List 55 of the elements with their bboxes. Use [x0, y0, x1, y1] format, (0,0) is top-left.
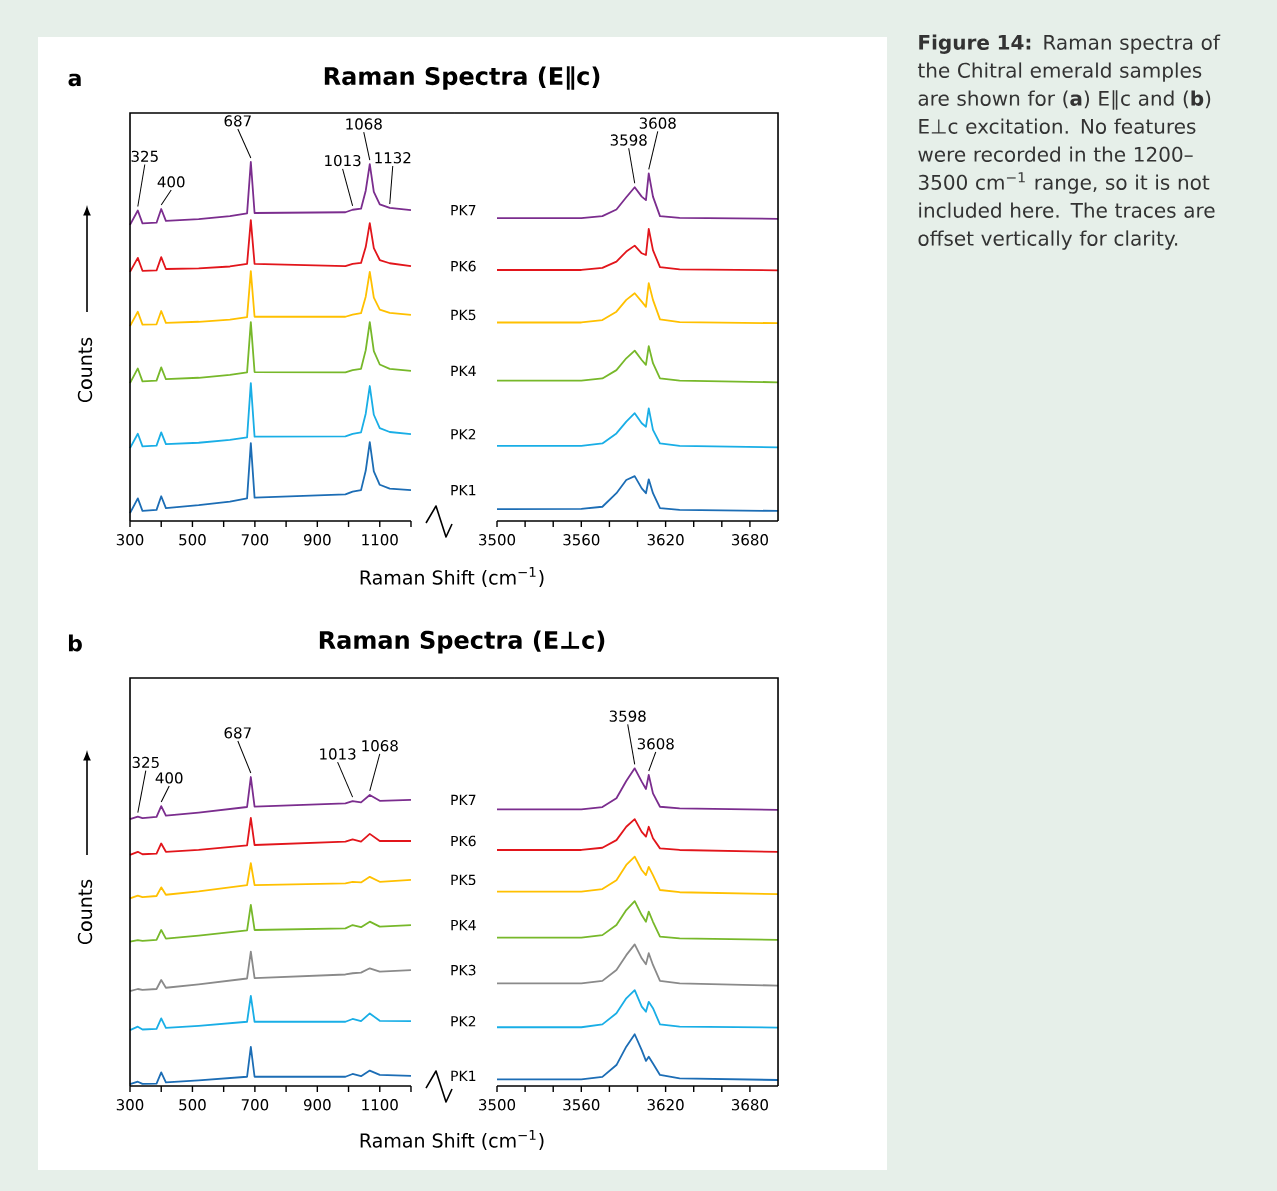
text: a [68, 73, 81, 87]
text: PK1 [451, 485, 476, 496]
x-tick-label: 1100 [362, 534, 398, 546]
text: PK5 [451, 874, 476, 886]
x-tick-label: 1100 [362, 1099, 398, 1111]
x-tick-label: 300 [116, 534, 144, 546]
y-axis-title: Counts [77, 337, 93, 403]
annotation: 687 [224, 727, 251, 739]
annotation: 400 [155, 772, 183, 784]
text: b [68, 634, 82, 652]
annotation: 1068 [362, 740, 398, 752]
annotation: 325 [132, 756, 159, 769]
annotation: 400 [157, 176, 185, 188]
text: PK6 [451, 835, 476, 847]
annotation: 3598 [609, 710, 646, 722]
annotation: 3608 [637, 738, 674, 750]
text: PK3 [451, 964, 476, 976]
x-tick-label: 900 [303, 1099, 331, 1111]
text: PK6 [451, 260, 476, 272]
text: Figure 14: Raman spectra of the Chitral emerald samples are shown for (a) E∥c and (b) E⊥c excitation. No features were recorded in the 1200–3500 cm$^{−1}$ range, so it is not included here. The traces are offset vertically for clarity. [917, 34, 1221, 250]
x-tick-label: 3620 [647, 534, 684, 546]
text: PK7 [451, 794, 476, 805]
x-tick-label: 300 [116, 1099, 144, 1111]
text: PK2 [451, 1015, 476, 1027]
x-tick-label: 500 [179, 1099, 206, 1111]
text: PK4 [451, 365, 476, 377]
annotation: 3608 [639, 117, 676, 129]
annotation: 3598 [610, 134, 647, 146]
annotation: 1068 [346, 118, 382, 130]
text: PK7 [451, 205, 476, 216]
text: Raman Spectra (E∥c) [324, 66, 600, 90]
y-axis-title: Counts [77, 879, 93, 945]
x-tick-label: 700 [241, 534, 269, 546]
x-tick-label: 3620 [647, 1099, 684, 1111]
x-tick-label: 500 [179, 534, 206, 546]
text: PK5 [451, 309, 476, 321]
x-tick-label: 3680 [731, 1099, 768, 1111]
text: PK2 [451, 428, 476, 440]
annotation: 325 [131, 150, 158, 162]
x-tick-label: 3560 [563, 1099, 600, 1111]
x-tick-label: 900 [303, 534, 331, 546]
x-tick-label: 700 [241, 1099, 269, 1111]
x-tick-label: 3680 [731, 534, 768, 546]
x-tick-label: 3560 [563, 534, 600, 546]
annotation: 1132 [375, 152, 411, 164]
annotation: 687 [224, 115, 251, 127]
x-tick-label: 3500 [479, 1099, 516, 1111]
text: PK1 [451, 1070, 476, 1081]
text: Raman Spectra (E⊥c) [319, 630, 605, 654]
annotation: 1013 [320, 748, 356, 760]
x-axis-title: Raman Shift (cm$^{−1}$) [360, 567, 544, 587]
text: PK4 [451, 919, 476, 931]
x-tick-label: 3500 [479, 534, 516, 546]
x-axis-title: Raman Shift (cm$^{−1}$) [360, 1130, 544, 1150]
annotation: 1013 [325, 154, 361, 167]
